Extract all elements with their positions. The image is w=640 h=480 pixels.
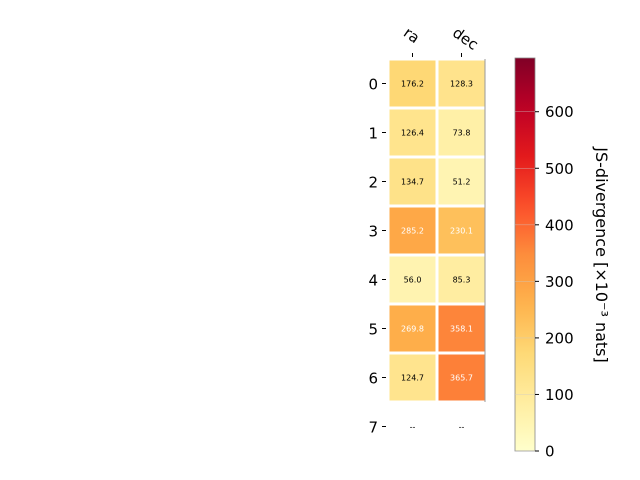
heatmap-cell [389,354,436,401]
colorbar-tick-label: 100 [545,386,574,404]
row-label: 7 [368,419,378,437]
heatmap-cell [389,305,436,352]
column-labels: ra dec [400,24,482,57]
row-labels: 0 1 2 3 4 5 6 7 [368,76,386,437]
heatmap-cell [389,256,436,303]
heatmap-cell [389,158,436,205]
heatmap-cell [389,60,436,107]
row-label: 1 [368,125,378,143]
colorbar-tick-label: 400 [545,216,574,234]
row-label: 2 [368,174,378,192]
row-label: 4 [368,272,378,290]
cell-label: 126.4 [401,129,424,138]
cell-label: 85.3 [453,276,471,285]
colorbar-tick-label: 500 [545,160,574,178]
cell-label: -- [459,423,465,432]
colorbar-label: JS-divergence [×10⁻³ nats] [592,146,611,362]
cell-label: 134.7 [401,178,424,187]
colorbar: 0 100 200 300 400 500 600 [514,57,574,461]
heatmap-cell [438,354,485,401]
heatmap-cell [438,60,485,107]
colorbar-tick-label: 300 [545,273,574,291]
heatmap-cell [438,158,485,205]
row-label: 6 [368,370,378,388]
row-label: 5 [368,321,378,339]
cell-label: 358.1 [450,325,473,334]
heatmap-cell [389,207,436,254]
cell-label: 269.8 [401,325,424,334]
cell-label: -- [410,423,416,432]
cell-label: 56.0 [404,276,422,285]
row-label: 3 [368,223,378,241]
heatmap-cell [438,305,485,352]
cell-label: 365.7 [450,374,473,383]
row-label: 0 [368,76,378,94]
colorbar-tick-label: 0 [545,443,555,461]
colorbar-bar [514,57,536,452]
colorbar-tick-label: 200 [545,329,574,347]
cell-label: 124.7 [401,374,424,383]
column-label: dec [449,24,481,54]
cell-label: 73.8 [453,129,471,138]
cell-label: 51.2 [453,178,471,187]
cell-label: 128.3 [450,80,473,89]
cell-label: 230.1 [450,227,473,236]
cell-label: 285.2 [401,227,424,236]
column-label: ra [400,24,423,48]
heatmap-cell [438,207,485,254]
heatmap-cells: 176.2 128.3 126.4 73.8 134.7 51.2 285.2 230.1 56… [389,59,486,432]
heatmap-cell [438,109,485,156]
colorbar-tick-label: 600 [545,103,574,121]
heatmap-cell [438,256,485,303]
cell-label: 176.2 [401,80,424,89]
heatmap-cell [389,109,436,156]
